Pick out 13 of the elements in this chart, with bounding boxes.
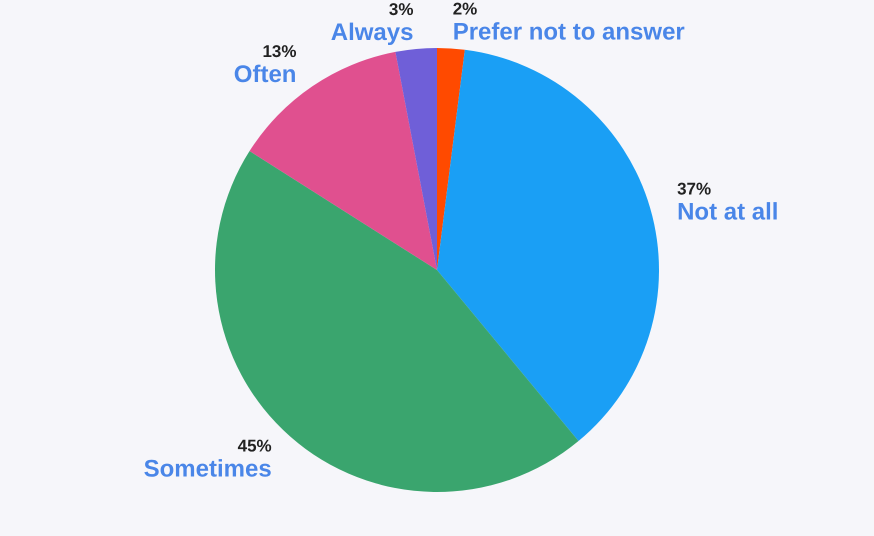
data-label: 13% [262,42,296,62]
data-label: 3% [388,0,414,20]
slice-label: Often [234,61,296,88]
slice-label: Sometimes [144,456,272,483]
slice-label: Always [330,19,414,46]
data-label: 2% [452,0,478,18]
slice-label: Not at all [677,198,778,226]
pie-slice [437,50,659,442]
data-label: 45% [238,436,272,456]
pie-slice [395,48,437,270]
pie-slice [437,48,465,270]
data-label: 37% [677,179,712,198]
slice-label: Prefer not to answer [452,18,685,46]
